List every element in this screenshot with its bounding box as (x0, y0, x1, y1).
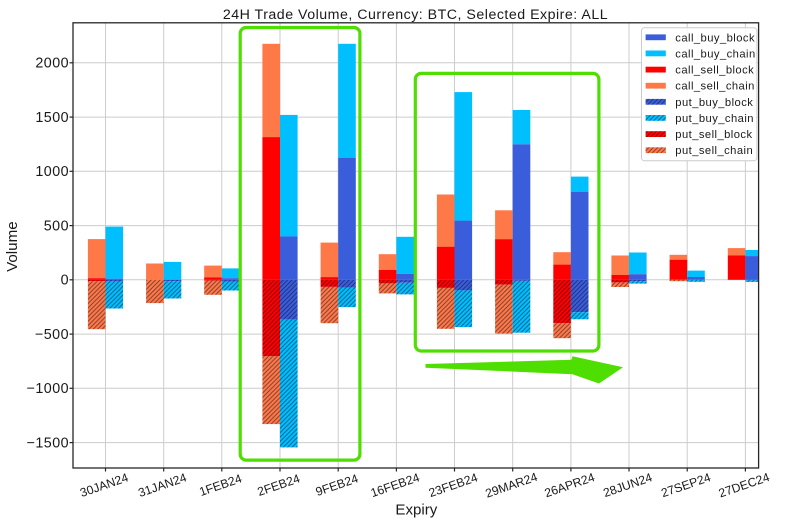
svg-text:call_buy_block: call_buy_block (675, 32, 755, 44)
svg-text:put_sell_chain: put_sell_chain (675, 145, 753, 157)
svg-text:Expiry: Expiry (395, 501, 437, 518)
svg-text:−500: −500 (35, 327, 69, 343)
svg-text:1500: 1500 (35, 110, 69, 126)
svg-text:24H Trade Volume, Currency: BT: 24H Trade Volume, Currency: BTC, Selecte… (223, 7, 608, 23)
svg-text:1000: 1000 (35, 164, 69, 180)
svg-text:Volume: Volume (4, 221, 21, 272)
svg-text:put_buy_block: put_buy_block (675, 97, 753, 109)
svg-text:−1500: −1500 (27, 435, 69, 451)
svg-text:2000: 2000 (35, 56, 69, 72)
svg-text:500: 500 (44, 219, 69, 235)
svg-text:call_sell_block: call_sell_block (675, 65, 754, 77)
svg-text:put_buy_chain: put_buy_chain (675, 113, 754, 125)
svg-text:put_sell_block: put_sell_block (675, 129, 752, 141)
svg-text:call_sell_chain: call_sell_chain (675, 81, 755, 93)
svg-text:0: 0 (61, 273, 69, 289)
svg-text:−1000: −1000 (27, 381, 69, 397)
svg-text:call_buy_chain: call_buy_chain (675, 48, 755, 60)
